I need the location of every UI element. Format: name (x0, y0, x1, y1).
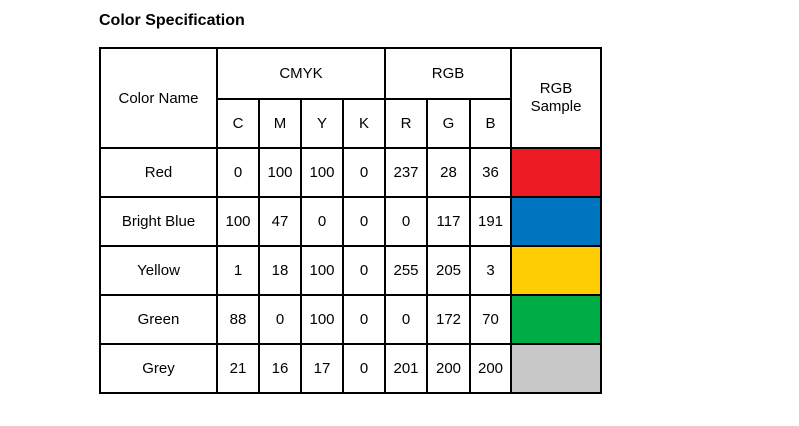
g-cell: 28 (426, 147, 471, 198)
color-swatch-cell (510, 343, 602, 394)
color-swatch-cell (510, 294, 602, 345)
c-cell: 88 (216, 294, 260, 345)
color-swatch (512, 296, 600, 343)
color-swatch (512, 345, 600, 392)
rgb-sample-header: RGB Sample (510, 47, 602, 149)
c-cell: 21 (216, 343, 260, 394)
c-cell: 0 (216, 147, 260, 198)
r-cell: 201 (384, 343, 428, 394)
color-swatch (512, 247, 600, 294)
m-cell: 18 (258, 245, 302, 296)
k-cell: 0 (342, 196, 386, 247)
color-name-header: Color Name (99, 47, 218, 149)
m-cell: 47 (258, 196, 302, 247)
table-row: Yellow 1 18 100 0 255 205 3 (99, 245, 602, 296)
color-name-cell: Bright Blue (99, 196, 218, 247)
y-cell: 100 (300, 147, 344, 198)
y-header: Y (300, 98, 344, 149)
y-cell: 100 (300, 245, 344, 296)
color-swatch (512, 149, 600, 196)
y-cell: 17 (300, 343, 344, 394)
r-cell: 255 (384, 245, 428, 296)
color-name-cell: Green (99, 294, 218, 345)
g-header: G (426, 98, 471, 149)
y-cell: 100 (300, 294, 344, 345)
k-header: K (342, 98, 386, 149)
c-header: C (216, 98, 260, 149)
color-swatch-cell (510, 147, 602, 198)
g-cell: 205 (426, 245, 471, 296)
m-cell: 0 (258, 294, 302, 345)
header-row-main: Color Name CMYK RGB RGB Sample (99, 47, 602, 149)
b-cell: 70 (469, 294, 512, 345)
cmyk-header: CMYK (216, 47, 386, 100)
table-row: Green 88 0 100 0 0 172 70 (99, 294, 602, 345)
k-cell: 0 (342, 147, 386, 198)
color-swatch-cell (510, 196, 602, 247)
b-cell: 200 (469, 343, 512, 394)
table-row: Red 0 100 100 0 237 28 36 (99, 147, 602, 198)
r-header: R (384, 98, 428, 149)
k-cell: 0 (342, 294, 386, 345)
table-row: Grey 21 16 17 0 201 200 200 (99, 343, 602, 394)
b-cell: 191 (469, 196, 512, 247)
color-spec-table: Color Name CMYK RGB RGB Sample C M Y K R … (99, 47, 602, 394)
r-cell: 0 (384, 294, 428, 345)
r-cell: 237 (384, 147, 428, 198)
c-cell: 1 (216, 245, 260, 296)
g-cell: 117 (426, 196, 471, 247)
table-row: Bright Blue 100 47 0 0 0 117 191 (99, 196, 602, 247)
rgb-sample-header-line2: Sample (530, 98, 582, 115)
rgb-sample-header-line1: RGB (539, 80, 573, 97)
k-cell: 0 (342, 245, 386, 296)
r-cell: 0 (384, 196, 428, 247)
b-header: B (469, 98, 512, 149)
rgb-header: RGB (384, 47, 512, 100)
m-cell: 16 (258, 343, 302, 394)
m-cell: 100 (258, 147, 302, 198)
b-cell: 3 (469, 245, 512, 296)
color-name-cell: Yellow (99, 245, 218, 296)
page-title: Color Specification (99, 12, 245, 29)
k-cell: 0 (342, 343, 386, 394)
color-swatch-cell (510, 245, 602, 296)
color-name-cell: Grey (99, 343, 218, 394)
c-cell: 100 (216, 196, 260, 247)
m-header: M (258, 98, 302, 149)
color-swatch (512, 198, 600, 245)
b-cell: 36 (469, 147, 512, 198)
y-cell: 0 (300, 196, 344, 247)
color-name-cell: Red (99, 147, 218, 198)
g-cell: 172 (426, 294, 471, 345)
g-cell: 200 (426, 343, 471, 394)
header-row-channels: C M Y K R G B (100, 98, 601, 149)
